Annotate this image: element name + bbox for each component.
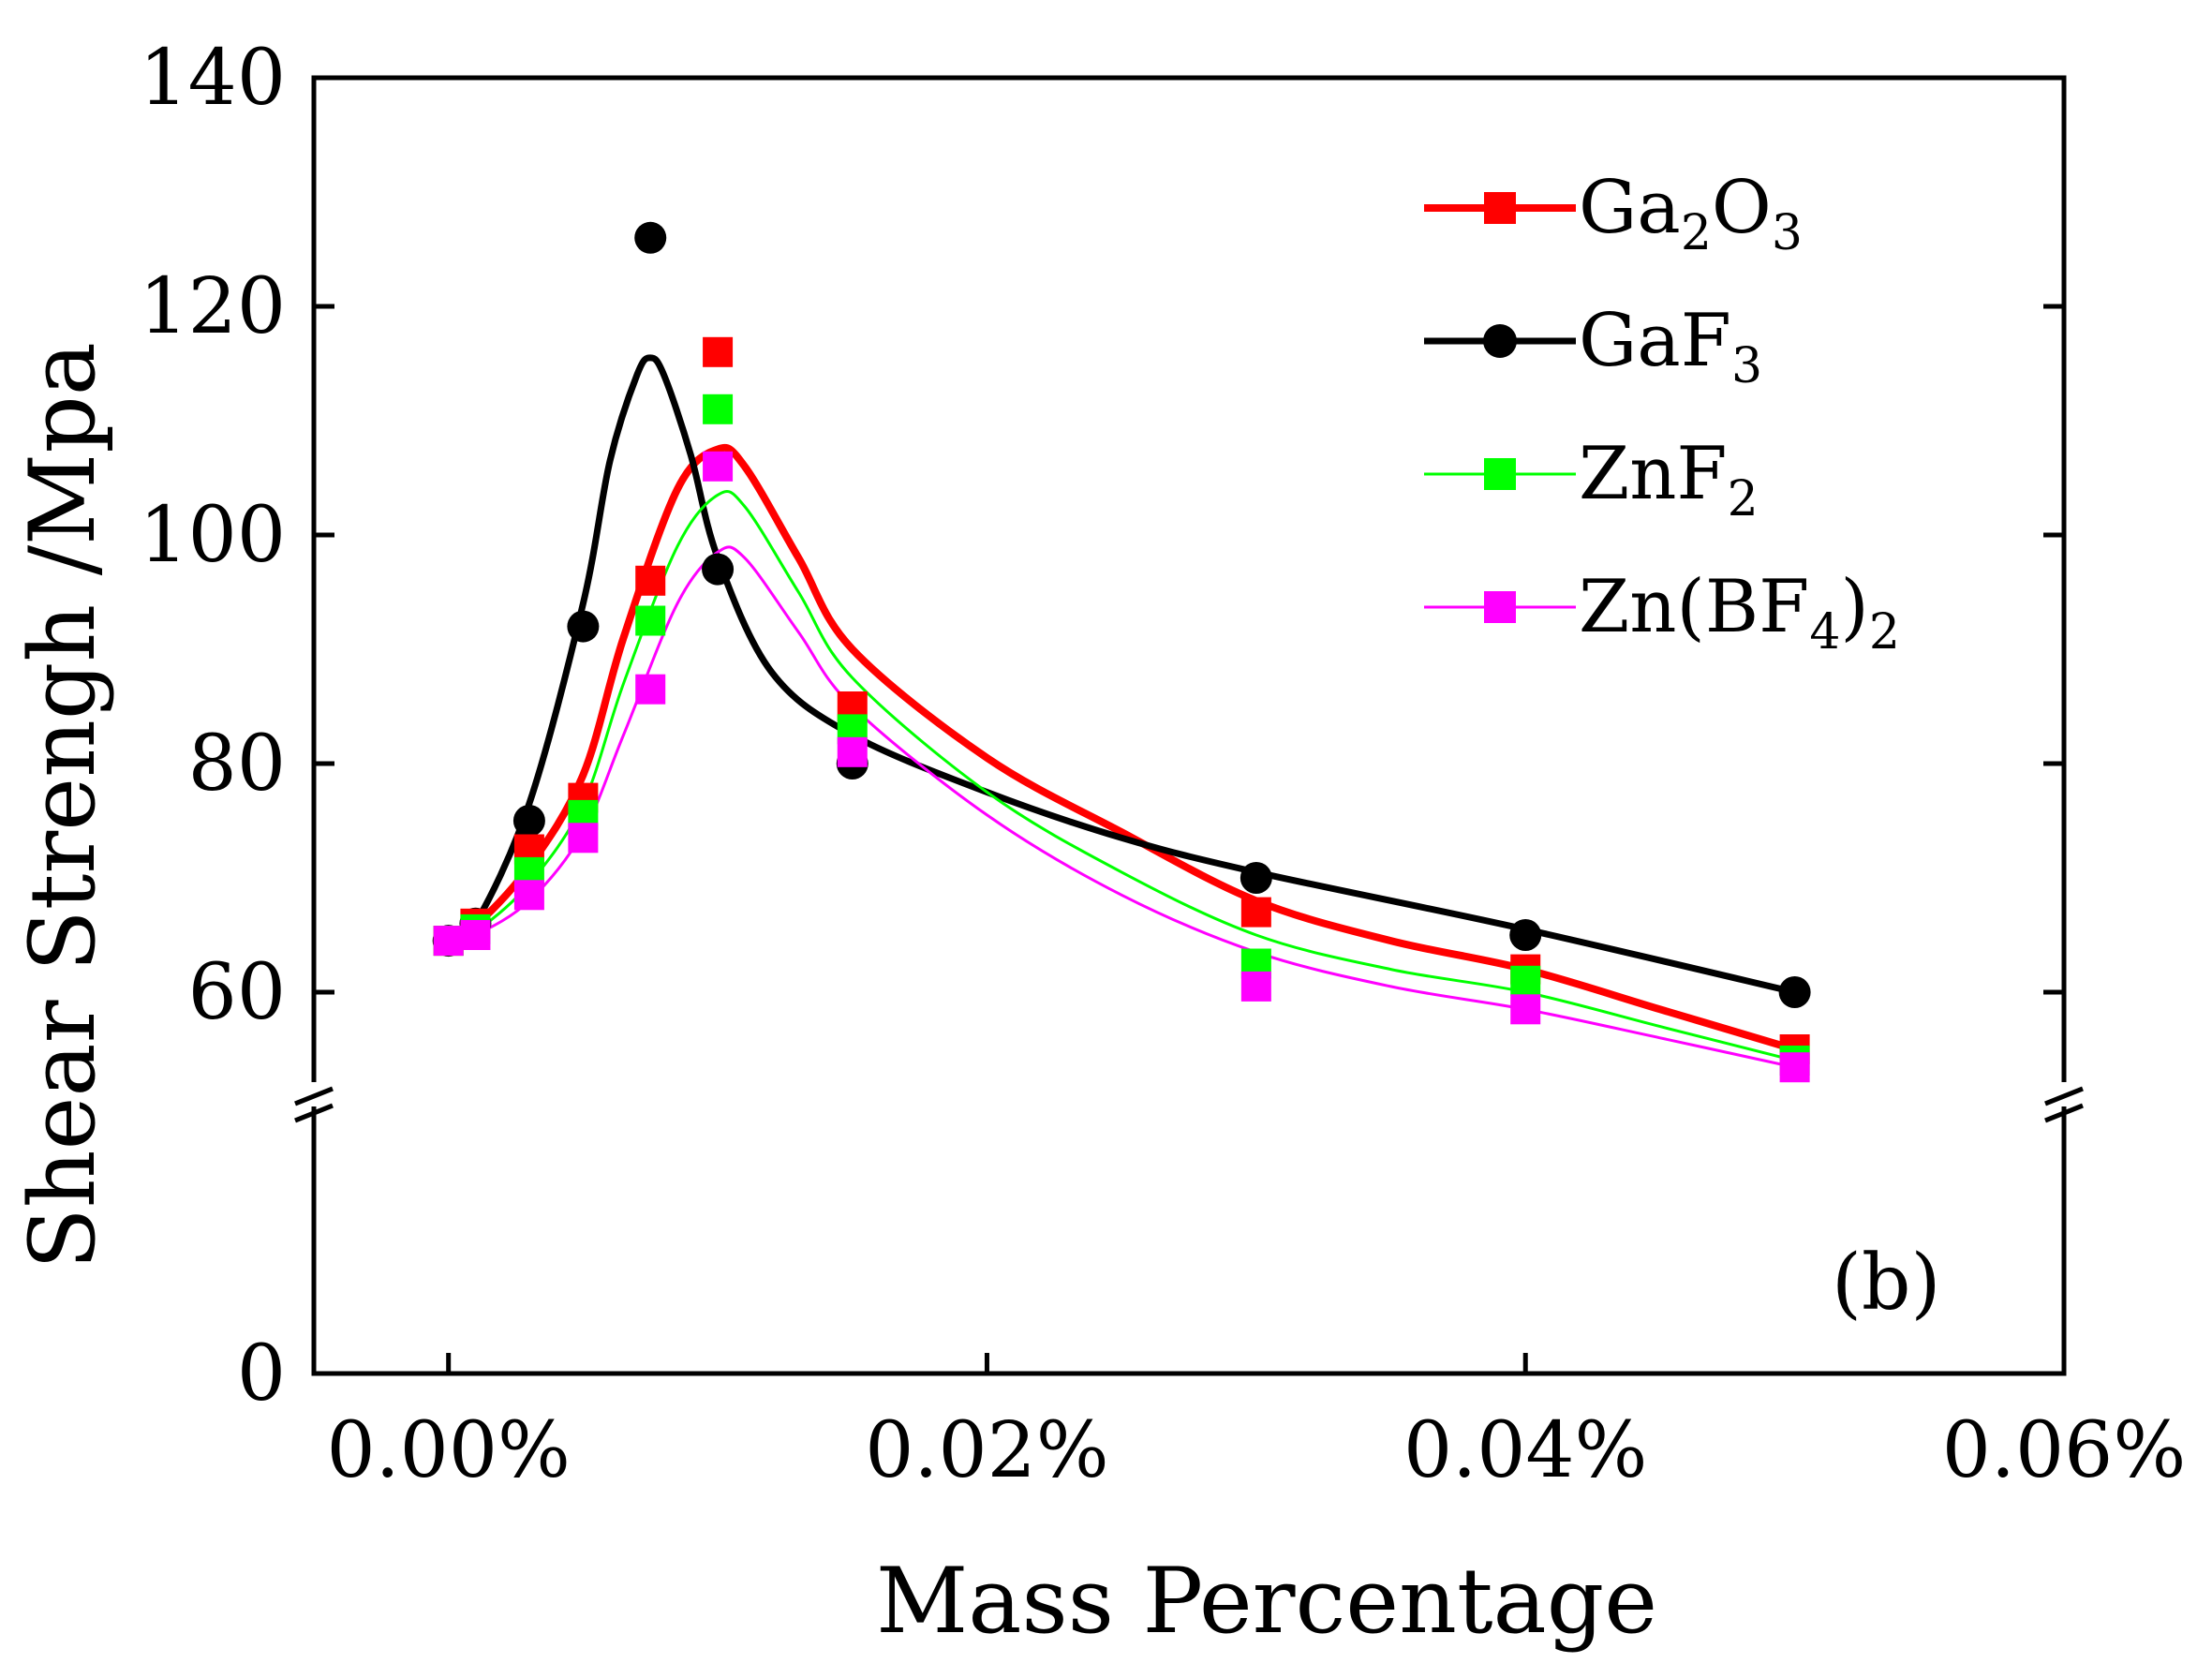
marker-s1-p9 <box>1778 976 1811 1008</box>
y-tick-label-3: 100 <box>139 491 286 580</box>
marker-s3-p9 <box>1779 1052 1810 1083</box>
legend-label-ga2o3-part2: O <box>1712 166 1772 250</box>
legend-item-znbf42: Zn(BF4)2 <box>1424 565 1900 661</box>
x-tick-label-0: 0.00% <box>326 1406 571 1495</box>
legend-label-znf2-part1: ZnF <box>1579 432 1728 516</box>
legend-label-ga2o3-sub2: 3 <box>1772 205 1803 261</box>
marker-s1-p5 <box>702 553 735 586</box>
marker-s3-p1 <box>460 920 491 950</box>
panel-label: (b) <box>1832 1239 1940 1328</box>
marker-s2-p8 <box>1510 965 1541 996</box>
legend-swatch-marker-ga2o3 <box>1484 192 1516 224</box>
marker-s1-p7 <box>1240 862 1272 894</box>
plot-frame <box>311 75 2067 1376</box>
marker-s3-p0 <box>433 926 464 957</box>
axis-break-marks <box>294 1082 2084 1123</box>
marker-s0-p7 <box>1240 897 1271 928</box>
axis-break-slash-left-1 <box>294 1086 334 1106</box>
legend-label-gaf3: GaF3 <box>1579 299 1762 394</box>
marker-s3-p5 <box>703 451 734 482</box>
data-markers <box>432 221 1811 1083</box>
y-tick-label-1: 60 <box>188 948 286 1037</box>
marker-s1-p2 <box>512 805 545 837</box>
legend-item-gaf3: GaF3 <box>1424 299 1762 394</box>
legend-swatch-marker-gaf3 <box>1483 324 1517 358</box>
axis-break-slash-left-2 <box>294 1103 334 1123</box>
marker-s3-p6 <box>837 736 868 767</box>
marker-s3-p3 <box>568 823 599 854</box>
y-tick-label-0: 0 <box>237 1329 286 1418</box>
legend-label-gaf3-part1: GaF <box>1579 299 1731 383</box>
legend-label-znbf42-sub2: 2 <box>1869 604 1900 661</box>
y-tick-label-5: 140 <box>139 34 286 123</box>
marker-s2-p4 <box>635 605 666 636</box>
legend: Ga2O3 GaF3 ZnF2 Zn(BF4)2 <box>1424 166 1900 661</box>
axis-ticks: 0 60 80 100 120 140 0.00% 0.02% 0.04% 0.06% <box>139 34 2186 1495</box>
legend-label-gaf3-sub1: 3 <box>1731 338 1762 394</box>
legend-label-ga2o3-sub1: 2 <box>1681 205 1712 261</box>
legend-swatch-marker-znf2 <box>1484 458 1516 490</box>
marker-s1-p4 <box>634 221 667 254</box>
x-tick-label-3: 0.06% <box>1942 1406 2187 1495</box>
fit-line-0 <box>446 443 1796 1053</box>
marker-s2-p5 <box>703 394 734 424</box>
marker-s0-p5 <box>703 336 734 367</box>
y-tick-label-4: 120 <box>139 262 286 351</box>
axis-break-slash-right-2 <box>2044 1103 2084 1123</box>
marker-s3-p4 <box>635 674 666 705</box>
legend-label-ga2o3-part1: Ga <box>1579 166 1681 250</box>
legend-label-znf2-sub1: 2 <box>1728 471 1759 527</box>
legend-label-ga2o3: Ga2O3 <box>1579 166 1803 261</box>
marker-s0-p4 <box>635 565 666 596</box>
legend-label-znbf42: Zn(BF4)2 <box>1579 565 1900 661</box>
legend-label-znbf42-part1: Zn(BF <box>1579 565 1809 649</box>
x-tick-label-1: 0.02% <box>865 1406 1109 1495</box>
marker-s3-p8 <box>1510 994 1541 1025</box>
x-axis-title: Mass Percentage <box>876 1549 1657 1654</box>
marker-s1-p3 <box>567 610 600 643</box>
x-tick-label-2: 0.04% <box>1403 1406 1648 1495</box>
legend-item-znf2: ZnF2 <box>1424 432 1759 527</box>
legend-swatch-marker-znbf42 <box>1484 591 1516 623</box>
legend-item-ga2o3: Ga2O3 <box>1424 166 1803 261</box>
marker-s3-p2 <box>513 880 544 911</box>
legend-label-znbf42-part2: ) <box>1840 565 1868 649</box>
y-tick-label-2: 80 <box>188 720 286 809</box>
marker-s1-p8 <box>1509 919 1542 951</box>
marker-s3-p7 <box>1240 971 1271 1002</box>
legend-label-znbf42-sub1: 4 <box>1809 604 1840 661</box>
axis-break-slash-right-1 <box>2044 1086 2084 1106</box>
legend-label-znf2: ZnF2 <box>1579 432 1759 527</box>
y-axis-title: Shear Strengh /Mpa <box>10 342 115 1270</box>
